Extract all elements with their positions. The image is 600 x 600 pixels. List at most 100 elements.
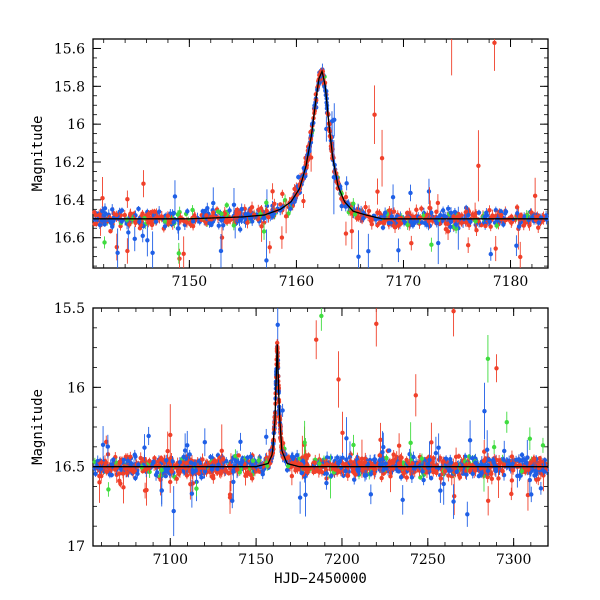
green-point	[282, 198, 288, 203]
red-point	[377, 210, 382, 216]
blue-point	[502, 448, 507, 454]
blue-point	[219, 218, 224, 223]
blue-point	[448, 224, 453, 229]
red-point	[348, 459, 353, 464]
red-point	[152, 209, 157, 214]
blue-point	[361, 216, 366, 221]
blue-point	[185, 443, 190, 448]
red-point	[165, 213, 171, 219]
blue-point	[382, 210, 388, 216]
blue-point	[536, 220, 541, 225]
blue-point	[381, 444, 386, 450]
red-point	[366, 208, 372, 214]
red-point	[124, 470, 130, 476]
blue-point	[498, 209, 504, 214]
red-point	[99, 473, 104, 479]
red-point	[219, 235, 225, 240]
blue-point	[409, 475, 415, 480]
red-point	[534, 477, 539, 482]
green-point	[224, 202, 229, 208]
blue-point	[386, 448, 392, 453]
blue-point	[103, 211, 108, 216]
blue-point	[527, 477, 533, 483]
blue-point	[133, 454, 138, 459]
red-point	[488, 224, 493, 229]
red-point	[279, 235, 285, 240]
red-point	[541, 473, 546, 478]
blue-point	[115, 250, 120, 256]
blue-point	[482, 214, 487, 219]
red-point	[292, 186, 297, 192]
blue-point	[436, 240, 441, 246]
blue-point	[110, 207, 115, 212]
blue-point	[398, 475, 404, 480]
green-point	[384, 455, 389, 461]
red-point	[92, 221, 97, 227]
red-point	[453, 461, 459, 467]
green-point	[519, 468, 524, 474]
blue-point	[284, 467, 290, 473]
red-point	[493, 246, 498, 251]
red-point	[184, 220, 190, 225]
x-tick-label: 7160	[279, 274, 315, 290]
red-point	[292, 460, 297, 466]
blue-point	[352, 477, 357, 482]
top-y-axis-label: Magnitude	[30, 116, 46, 192]
blue-point	[216, 462, 221, 467]
blue-point	[410, 223, 416, 228]
blue-point	[515, 473, 520, 479]
red-point	[114, 212, 119, 218]
blue-point	[176, 226, 181, 231]
blue-point	[99, 218, 105, 223]
blue-point	[196, 459, 201, 464]
red-point	[117, 478, 122, 484]
green-point	[453, 226, 459, 231]
blue-point	[428, 475, 434, 481]
blue-point	[93, 471, 98, 476]
blue-point	[270, 213, 275, 219]
blue-point	[218, 248, 224, 254]
green-point	[491, 444, 497, 450]
red-point	[324, 462, 330, 467]
red-point	[500, 468, 505, 473]
blue-point	[216, 223, 221, 228]
blue-point	[340, 455, 345, 460]
red-point	[200, 457, 205, 462]
red-point	[459, 220, 465, 225]
red-point	[249, 205, 255, 210]
green-point	[352, 212, 358, 217]
red-point	[509, 220, 514, 225]
blue-point	[150, 250, 155, 256]
blue-point	[235, 219, 240, 224]
top-data-points	[92, 39, 549, 268]
red-point	[255, 216, 261, 222]
red-point	[359, 456, 365, 461]
blue-point	[339, 203, 344, 209]
blue-point	[485, 468, 491, 474]
red-point	[492, 40, 497, 45]
green-point	[473, 218, 478, 224]
blue-point	[111, 457, 116, 462]
red-point	[107, 465, 112, 470]
blue-point	[260, 472, 265, 477]
red-point	[409, 240, 414, 246]
x-tick-label: 7170	[386, 274, 422, 290]
blue-point	[100, 442, 106, 447]
blue-point	[408, 219, 414, 224]
red-point	[441, 459, 446, 464]
red-point	[311, 469, 316, 475]
red-point	[525, 492, 531, 498]
red-point	[343, 231, 349, 236]
red-point	[392, 225, 398, 230]
blue-point	[299, 470, 304, 476]
blue-point	[448, 210, 454, 215]
red-point	[264, 208, 269, 214]
blue-point	[126, 230, 131, 235]
blue-point	[411, 454, 416, 460]
red-point	[272, 201, 277, 207]
blue-point	[153, 219, 159, 224]
red-point	[532, 193, 538, 199]
blue-point	[470, 471, 475, 477]
red-point	[300, 455, 305, 460]
